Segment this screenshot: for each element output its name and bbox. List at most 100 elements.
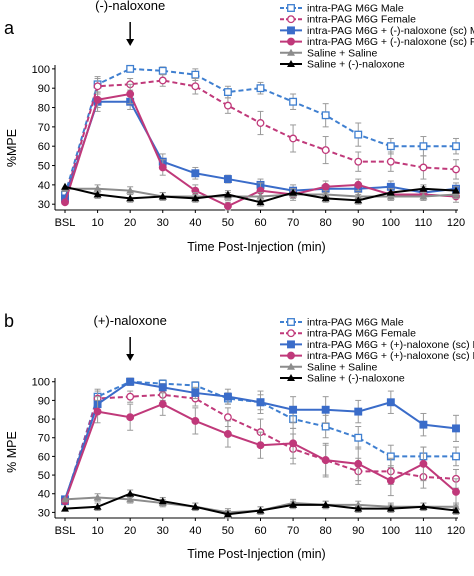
- x-tick-label: 120: [447, 525, 465, 537]
- legend-label: Saline + (-)-naloxone: [307, 59, 405, 71]
- chart-panel-b: 30 40 50 60 70 80 90 100 BSL 10 20 30 40 50 60 70 80 90 10…: [5, 313, 474, 561]
- data-point: [452, 186, 460, 194]
- data-point: [419, 184, 428, 192]
- data-point: [126, 194, 135, 202]
- legend-label: intra-PAG M6G + (-)-naloxone (sc) Female: [307, 36, 474, 48]
- x-tick-label: 90: [352, 525, 364, 537]
- data-point: [93, 407, 102, 416]
- data-point: [256, 84, 265, 93]
- series-1: [61, 74, 460, 203]
- y-tick-label: 30: [38, 507, 50, 519]
- data-point: [289, 500, 298, 508]
- x-tick-label: 70: [287, 217, 299, 229]
- legend-label: intra-PAG M6G + (+)-naloxone (sc) Female: [307, 350, 474, 362]
- data-point: [126, 186, 135, 194]
- x-tick-label: 10: [91, 525, 103, 537]
- data-point: [287, 340, 295, 349]
- data-point: [287, 15, 295, 24]
- data-point: [289, 97, 298, 106]
- y-tick-label: 100: [32, 377, 50, 389]
- data-point: [452, 424, 460, 433]
- data-point: [354, 196, 363, 204]
- y-axis-title: % MPE: [5, 431, 19, 473]
- data-point: [93, 493, 102, 501]
- x-axis-title: Time Post-Injection (min): [187, 547, 325, 561]
- data-point: [321, 405, 330, 414]
- legend-label: intra-PAG M6G + (+)-naloxone (sc) Male: [307, 339, 474, 351]
- data-point: [386, 398, 395, 407]
- data-point: [93, 190, 102, 198]
- y-tick-label: 80: [38, 414, 50, 426]
- x-tick-label: BSL: [55, 525, 76, 537]
- data-point: [223, 88, 232, 97]
- data-point: [452, 142, 460, 151]
- data-point: [321, 422, 330, 431]
- x-tick-label: 10: [91, 217, 103, 229]
- data-point: [256, 119, 265, 127]
- x-tick-label: 100: [382, 525, 400, 537]
- legend-label: intra-PAG M6G + (-)-naloxone (sc) Male: [307, 25, 474, 37]
- data-point: [256, 506, 265, 514]
- data-point: [191, 416, 200, 425]
- x-axis-title: Time Post-Injection (min): [187, 240, 325, 254]
- data-point: [386, 157, 395, 166]
- data-point: [93, 502, 102, 510]
- data-point: [354, 157, 363, 166]
- panel-label-a: a: [4, 18, 15, 38]
- data-point: [419, 142, 428, 151]
- data-point: [354, 180, 363, 189]
- data-point: [223, 510, 232, 518]
- legend-label: intra-PAG M6G Female: [307, 328, 416, 340]
- series-5: [61, 489, 460, 519]
- data-point: [321, 456, 330, 465]
- series-5: [61, 182, 460, 207]
- legend-label: intra-PAG M6G Female: [307, 14, 416, 26]
- data-point: [289, 439, 298, 448]
- data-point: [126, 413, 135, 422]
- legend-label: Saline + Saline: [307, 47, 378, 59]
- x-tick-label: 120: [447, 217, 465, 229]
- y-tick-label: 50: [38, 470, 50, 482]
- data-point: [61, 182, 69, 190]
- y-tick-label: 70: [38, 433, 50, 445]
- data-point: [191, 70, 200, 79]
- x-tick-label: 40: [189, 217, 201, 229]
- data-point: [321, 500, 330, 508]
- data-point: [419, 459, 428, 468]
- y-tick-label: 90: [38, 83, 50, 95]
- data-point: [452, 452, 460, 461]
- x-tick-label: BSL: [55, 217, 76, 229]
- data-point: [126, 64, 135, 73]
- data-point: [256, 398, 265, 407]
- data-point: [158, 400, 167, 409]
- data-point: [386, 188, 395, 196]
- data-point: [158, 66, 167, 75]
- x-tick-label: 70: [287, 525, 299, 537]
- data-point: [191, 82, 200, 91]
- x-tick-label: 50: [222, 525, 234, 537]
- data-point: [93, 184, 102, 192]
- data-point: [287, 48, 295, 56]
- legend-label: Saline + (-)-naloxone: [307, 373, 405, 385]
- data-point: [386, 476, 395, 485]
- panel-label-b: b: [4, 311, 15, 331]
- data-point: [256, 192, 265, 200]
- data-point: [61, 198, 69, 207]
- data-point: [191, 169, 200, 178]
- data-point: [223, 175, 232, 184]
- data-point: [289, 134, 298, 143]
- injection-annotation: (-)-naloxone: [95, 0, 165, 13]
- x-tick-label: 100: [382, 217, 400, 229]
- data-point: [287, 37, 295, 46]
- data-point: [61, 495, 69, 503]
- y-tick-label: 40: [38, 489, 50, 501]
- data-point: [354, 459, 363, 468]
- data-point: [419, 163, 428, 172]
- data-point: [287, 374, 295, 381]
- x-tick-label: 80: [320, 217, 332, 229]
- y-axis-title: %MPE: [5, 129, 19, 167]
- data-point: [158, 383, 167, 392]
- data-point: [256, 198, 265, 206]
